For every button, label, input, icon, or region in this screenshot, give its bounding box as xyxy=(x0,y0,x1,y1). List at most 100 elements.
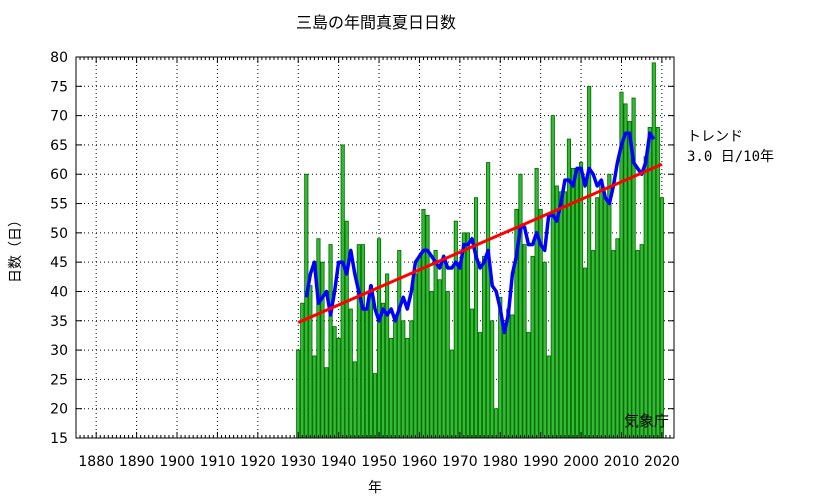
bar xyxy=(546,355,551,439)
bar xyxy=(376,238,382,439)
bar xyxy=(558,191,563,439)
bar xyxy=(611,250,616,439)
bar xyxy=(473,197,479,439)
y-tick-label: 65 xyxy=(50,138,68,154)
bar xyxy=(482,255,487,439)
bar xyxy=(651,62,656,439)
bar xyxy=(627,121,632,439)
bar xyxy=(530,255,535,439)
y-tick-label: 75 xyxy=(50,79,68,95)
bar xyxy=(405,337,410,439)
y-tick-label: 15 xyxy=(50,431,68,447)
y-axis-label: 日数（日） xyxy=(8,213,24,283)
bar xyxy=(324,367,329,439)
bar xyxy=(522,244,527,439)
x-tick-label: 2020 xyxy=(644,454,680,470)
y-tick-label: 50 xyxy=(50,226,68,242)
bar xyxy=(574,167,580,439)
bar xyxy=(502,332,507,439)
bar xyxy=(308,285,313,439)
bar xyxy=(659,197,664,439)
bar xyxy=(372,373,378,439)
bar xyxy=(296,349,301,439)
bar xyxy=(647,126,652,439)
bar xyxy=(413,273,418,439)
bar xyxy=(591,250,596,439)
y-tick-label: 40 xyxy=(50,284,68,300)
trend-line xyxy=(297,162,663,324)
x-tick-label: 1950 xyxy=(361,454,397,470)
bar xyxy=(635,250,640,439)
x-tick-label: 1920 xyxy=(240,454,276,470)
bars xyxy=(296,62,664,439)
bar xyxy=(352,361,357,439)
bar xyxy=(510,314,515,439)
bar xyxy=(449,349,454,439)
bar xyxy=(461,232,466,439)
trend-value: 3.0 日/10年 xyxy=(687,149,774,165)
bar xyxy=(437,279,442,439)
bar xyxy=(304,173,309,439)
bar xyxy=(360,244,365,439)
y-tick-label: 35 xyxy=(50,314,68,330)
bar xyxy=(587,85,592,439)
x-axis-ticks: 1880 1890 1900 1910 1920 1930 1940 1950 1960 1970… xyxy=(78,57,680,470)
bar xyxy=(417,255,422,439)
bar xyxy=(381,302,386,439)
bar xyxy=(554,185,559,439)
lines xyxy=(297,131,663,335)
bar xyxy=(570,167,576,439)
x-tick-label: 1990 xyxy=(523,454,559,470)
y-tick-label: 45 xyxy=(50,255,68,271)
bar xyxy=(506,308,511,439)
bar xyxy=(393,314,398,439)
bar xyxy=(401,320,406,439)
y-tick-label: 80 xyxy=(50,50,68,66)
y-tick-label: 30 xyxy=(50,343,68,359)
bar xyxy=(457,261,462,439)
bar xyxy=(477,332,483,439)
x-axis-label: 年 xyxy=(368,480,382,496)
y-tick-label: 70 xyxy=(50,109,68,125)
bar xyxy=(348,308,353,439)
bar xyxy=(579,162,584,439)
bar xyxy=(368,285,374,439)
bar xyxy=(639,244,644,439)
bar xyxy=(332,326,337,439)
bar xyxy=(583,267,588,439)
bar xyxy=(526,332,531,439)
bar xyxy=(595,197,600,439)
bar xyxy=(336,337,341,439)
bar xyxy=(534,167,539,439)
bar xyxy=(409,320,414,439)
x-tick-label: 2000 xyxy=(563,454,599,470)
x-tick-label: 1890 xyxy=(119,454,155,470)
bar xyxy=(623,103,628,439)
x-tick-label: 1940 xyxy=(321,454,357,470)
bar xyxy=(385,273,390,439)
bar xyxy=(518,173,523,439)
trend-title: トレンド xyxy=(687,129,743,145)
bar xyxy=(615,238,620,439)
bar xyxy=(643,156,648,439)
bar xyxy=(607,173,612,439)
x-tick-label: 1980 xyxy=(482,454,518,470)
bar xyxy=(603,197,608,439)
bar xyxy=(599,179,604,439)
x-tick-label: 1880 xyxy=(78,454,114,470)
bar xyxy=(429,291,434,439)
bar xyxy=(494,408,499,439)
x-tick-label: 1960 xyxy=(402,454,438,470)
chart-title: 三島の年間真夏日日数 xyxy=(296,13,456,32)
moving-average-line xyxy=(304,131,656,335)
bar xyxy=(490,320,495,439)
bar xyxy=(340,144,345,439)
bar xyxy=(469,308,475,439)
bar xyxy=(562,191,567,439)
source-credit: 気象庁 xyxy=(624,412,669,430)
bar xyxy=(389,337,394,439)
x-tick-label: 1900 xyxy=(159,454,195,470)
y-tick-label: 60 xyxy=(50,167,68,183)
y-tick-label: 20 xyxy=(50,402,68,418)
